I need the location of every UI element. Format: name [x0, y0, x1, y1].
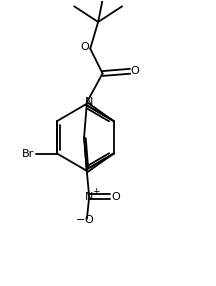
Text: −: − [76, 215, 85, 225]
Text: O: O [131, 66, 140, 76]
Text: O: O [111, 192, 120, 202]
Text: O: O [85, 215, 94, 225]
Text: Br: Br [22, 149, 34, 159]
Text: O: O [81, 42, 89, 52]
Text: N: N [85, 97, 93, 107]
Text: N: N [85, 192, 93, 202]
Text: +: + [92, 187, 99, 196]
